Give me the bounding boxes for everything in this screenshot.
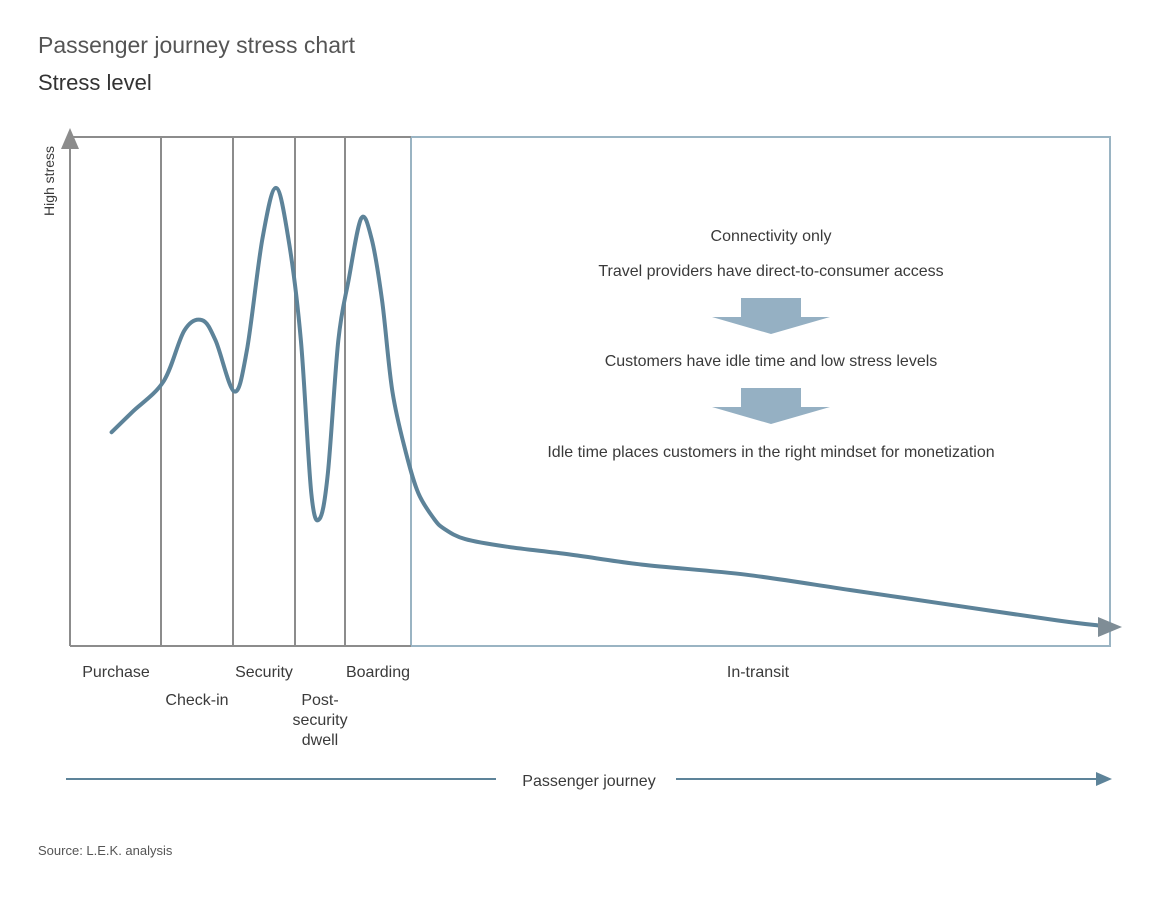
annotation-idle-time: Customers have idle time and low stress … (605, 353, 938, 370)
in-transit-region (410, 136, 1111, 647)
chart-title: Passenger journey stress chart (38, 32, 356, 58)
source-note: Source: L.E.K. analysis (38, 843, 173, 858)
journey-arrow-icon (1096, 772, 1112, 786)
annotation-connectivity: Connectivity only (711, 228, 832, 245)
down-arrow-icon (712, 388, 830, 424)
stage-label: Boarding (346, 664, 410, 681)
stage-label: Check-in (165, 692, 228, 709)
stage-label: Post-security dwell (292, 692, 347, 749)
annotation-direct-access: Travel providers have direct-to-consumer… (598, 263, 943, 280)
x-axis-label: Passenger journey (522, 773, 655, 790)
annotation-monetization: Idle time places customers in the right … (547, 444, 994, 461)
stage-labels: Purchase Check-in Security Post-security dwe… (82, 664, 789, 749)
stage-label: In-transit (727, 664, 790, 681)
stage-label: Purchase (82, 664, 150, 681)
stress-curve (109, 185, 1102, 628)
down-arrow-icon (712, 298, 830, 334)
curve-arrow-icon (1098, 617, 1122, 637)
y-axis-arrow-icon (61, 128, 79, 149)
stage-label: Security (235, 664, 293, 681)
chart-subtitle: Stress level (38, 70, 152, 95)
y-axis-label: High stress (41, 146, 57, 216)
